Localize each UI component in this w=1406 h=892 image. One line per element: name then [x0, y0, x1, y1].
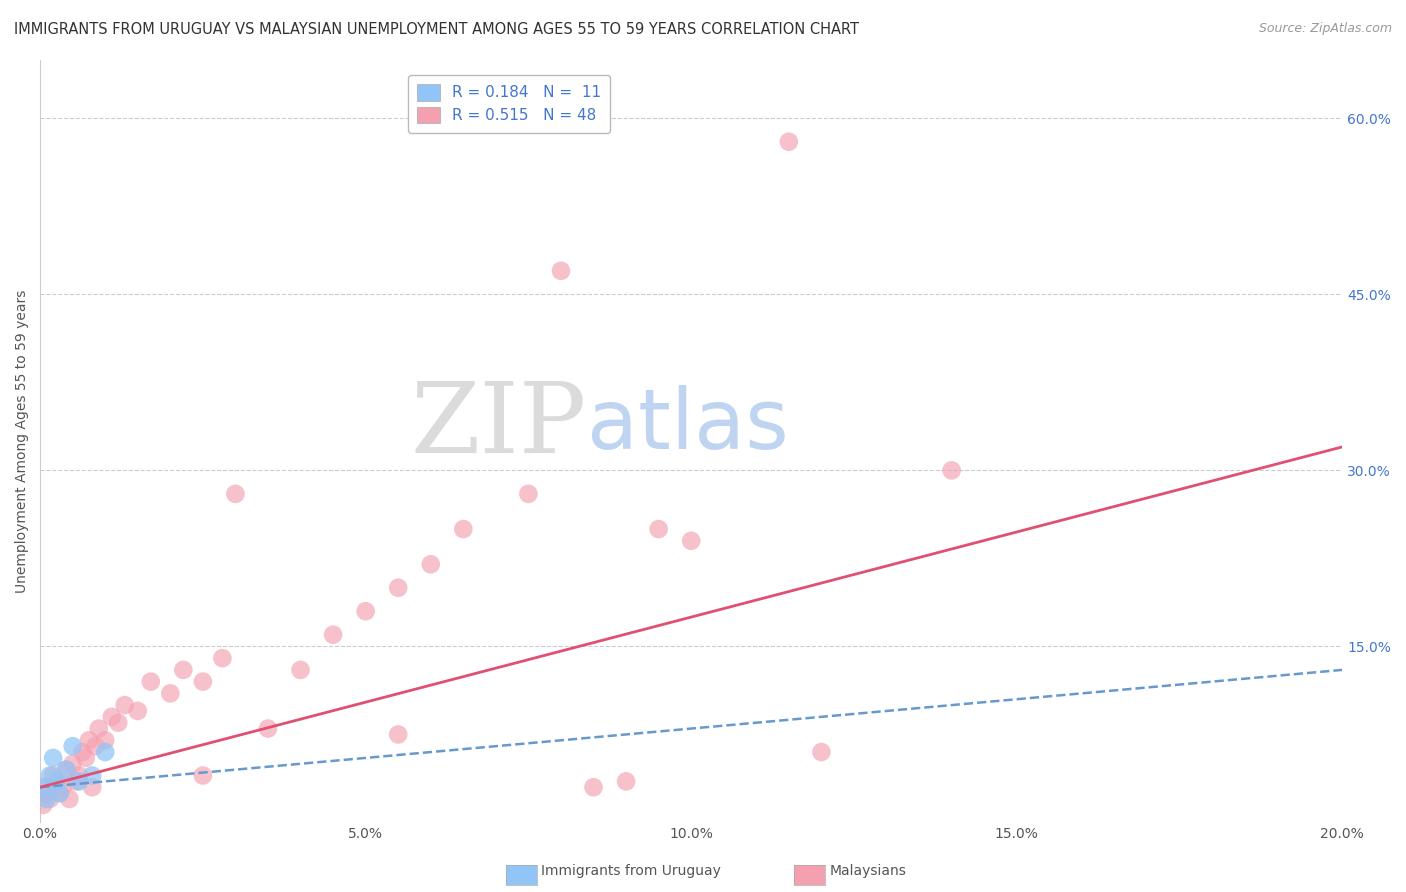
Point — [290, 663, 312, 677]
Point — [419, 558, 441, 572]
Point — [58, 792, 80, 806]
Text: Source: ZipAtlas.com: Source: ZipAtlas.com — [1258, 22, 1392, 36]
Point — [191, 674, 214, 689]
Point — [38, 768, 60, 782]
Text: ZIP: ZIP — [411, 378, 588, 474]
Point — [224, 487, 246, 501]
Point — [453, 522, 475, 536]
Point — [127, 704, 149, 718]
Point — [77, 733, 100, 747]
Point — [139, 674, 162, 689]
Point — [67, 768, 90, 782]
Point — [211, 651, 233, 665]
Point — [614, 774, 637, 789]
Text: IMMIGRANTS FROM URUGUAY VS MALAYSIAN UNEMPLOYMENT AMONG AGES 55 TO 59 YEARS CORR: IMMIGRANTS FROM URUGUAY VS MALAYSIAN UNE… — [14, 22, 859, 37]
Point — [55, 763, 77, 777]
Point — [42, 768, 65, 782]
Point — [34, 786, 56, 800]
Point — [681, 533, 703, 548]
Point — [84, 739, 107, 754]
Point — [38, 792, 60, 806]
Point — [114, 698, 136, 712]
Legend: R = 0.184   N =  11, R = 0.515   N = 48: R = 0.184 N = 11, R = 0.515 N = 48 — [408, 75, 610, 133]
Point — [72, 745, 94, 759]
Point — [87, 722, 110, 736]
Point — [75, 751, 97, 765]
Point — [42, 751, 65, 765]
Point — [35, 780, 58, 795]
Point — [647, 522, 669, 536]
Point — [32, 780, 55, 795]
Point — [67, 774, 90, 789]
Point — [550, 264, 572, 278]
Point — [172, 663, 194, 677]
Point — [82, 780, 104, 795]
Point — [45, 774, 67, 789]
Point — [778, 135, 800, 149]
Point — [32, 797, 55, 812]
Text: atlas: atlas — [588, 385, 789, 467]
Point — [52, 780, 75, 795]
Point — [191, 768, 214, 782]
Point — [45, 774, 67, 789]
Text: Immigrants from Uruguay: Immigrants from Uruguay — [541, 864, 721, 879]
Y-axis label: Unemployment Among Ages 55 to 59 years: Unemployment Among Ages 55 to 59 years — [15, 289, 30, 592]
Point — [35, 792, 58, 806]
Point — [322, 628, 344, 642]
Point — [387, 727, 409, 741]
Point — [55, 763, 77, 777]
Point — [810, 745, 832, 759]
Point — [257, 722, 280, 736]
Point — [354, 604, 377, 618]
Point — [62, 756, 84, 771]
Point — [65, 774, 87, 789]
Point — [94, 733, 117, 747]
Point — [387, 581, 409, 595]
Point — [48, 786, 70, 800]
Text: Malaysians: Malaysians — [830, 864, 907, 879]
Point — [517, 487, 540, 501]
Point — [582, 780, 605, 795]
Point — [94, 745, 117, 759]
Point — [82, 768, 104, 782]
Point — [107, 715, 129, 730]
Point — [48, 786, 70, 800]
Point — [941, 463, 963, 477]
Point — [100, 710, 122, 724]
Point — [159, 686, 181, 700]
Point — [62, 739, 84, 754]
